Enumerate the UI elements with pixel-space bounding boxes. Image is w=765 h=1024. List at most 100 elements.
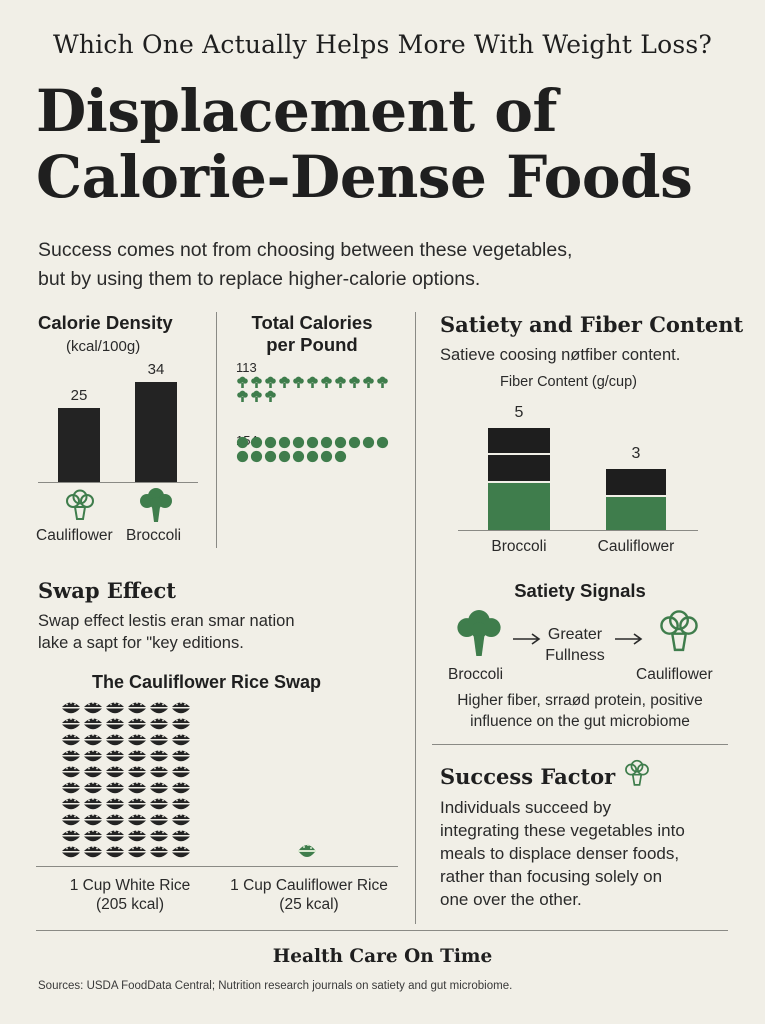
broccoli-icon xyxy=(306,450,319,463)
rice-bowl-icon xyxy=(82,764,104,780)
broccoli-icon xyxy=(136,486,176,524)
bar-cauliflower xyxy=(58,408,100,482)
broccoli-icon xyxy=(278,436,291,449)
rice-bowl-icon xyxy=(170,716,192,732)
rice-bowl-icon xyxy=(126,764,148,780)
calorie-density-baseline xyxy=(38,482,198,483)
broccoli-icon xyxy=(292,450,305,463)
white-rice-pictogram xyxy=(60,700,192,860)
fiber-bar-green-segment xyxy=(488,483,550,530)
satiety-note-line-2: influence on the gut microbiome xyxy=(470,713,690,730)
bar-broccoli xyxy=(135,382,177,482)
satiety-note: Higher fiber, srraød protein, positive i… xyxy=(432,690,728,732)
swap-effect-text: Swap effect lestis eran smar nation lake… xyxy=(38,610,295,654)
rice-bowl-icon xyxy=(60,700,82,716)
satiety-middle-line-1: Greater xyxy=(547,626,603,643)
bar-value-label: 25 xyxy=(70,387,88,404)
broccoli-icon xyxy=(264,436,277,449)
rice-bowl-icon xyxy=(104,748,126,764)
footer-brand: Health Care On Time xyxy=(272,946,493,967)
swap-effect-text-line-1: Swap effect lestis eran smar nation xyxy=(38,612,295,630)
cauliflower-icon xyxy=(236,376,249,389)
success-factor-line-1: Individuals succeed by xyxy=(440,798,612,817)
calorie-density-title: Calorie Density xyxy=(38,312,173,333)
success-factor-line-3: meals to displace denser foods, xyxy=(440,844,680,863)
rice-bowl-icon xyxy=(148,716,170,732)
broccoli-icon xyxy=(320,450,333,463)
rice-bowl-icon xyxy=(170,812,192,828)
rice-bowl-icon xyxy=(82,700,104,716)
rice-bowl-icon xyxy=(170,732,192,748)
rice-bowl-icon xyxy=(104,764,126,780)
rice-bowl-icon xyxy=(104,716,126,732)
success-factor-title: Success Factor xyxy=(440,764,616,789)
divider-4 xyxy=(36,866,398,867)
broccoli-icon xyxy=(264,450,277,463)
rice-bowl-icon xyxy=(170,844,192,860)
rice-bowl-icon xyxy=(60,748,82,764)
cauliflower-icon xyxy=(362,376,375,389)
fiber-baseline xyxy=(458,530,698,531)
satiety-left-label: Broccoli xyxy=(448,666,504,683)
bar-value-label: 34 xyxy=(147,361,165,378)
cauliflower-icon xyxy=(348,376,361,389)
rice-bowl-icon xyxy=(60,796,82,812)
cauliflower-icon xyxy=(264,390,277,403)
broccoli-icon xyxy=(348,436,361,449)
intro-line-1: Success comes not from choosing between … xyxy=(38,239,573,261)
broccoli-icon xyxy=(236,436,249,449)
cauliflower-pictogram xyxy=(236,376,389,403)
success-factor-line-4: rather than focusing solely on xyxy=(440,867,663,886)
rice-bowl-icon xyxy=(60,812,82,828)
rice-bowl-icon xyxy=(148,828,170,844)
cauliflower-icon xyxy=(278,376,291,389)
fiber-bar-broccoli xyxy=(488,428,550,481)
broccoli-icon xyxy=(320,436,333,449)
rice-bowl-icon xyxy=(126,844,148,860)
rice-bowl-icon xyxy=(82,732,104,748)
cauliflower-icon xyxy=(250,390,263,403)
fiber-bar-divider xyxy=(488,481,550,483)
rice-bowl-icon xyxy=(126,700,148,716)
satiety-note-line-1: Higher fiber, srraød protein, positive xyxy=(457,692,703,709)
broccoli-icon xyxy=(334,450,347,463)
satiety-middle-text: Greater Fullness xyxy=(540,624,610,666)
fiber-bar-green-segment xyxy=(606,497,666,530)
satiety-signals-title: Satiety Signals xyxy=(514,580,646,601)
rice-bowl-icon xyxy=(148,780,170,796)
rice-bowl-icon xyxy=(60,732,82,748)
rice-bowl-icon xyxy=(148,844,170,860)
cauliflower-rice-icon xyxy=(296,838,318,864)
rice-bowl-icon xyxy=(82,844,104,860)
total-calories-value-113: 113 xyxy=(236,360,257,375)
broccoli-icon xyxy=(236,450,249,463)
rice-bowl-icon xyxy=(126,732,148,748)
swap-effect-text-line-2: lake a sapt for "key editions. xyxy=(38,634,244,652)
rice-bowl-icon xyxy=(126,796,148,812)
divider-5 xyxy=(36,930,728,931)
rice-bowl-icon xyxy=(170,764,192,780)
rice-bowl-icon xyxy=(170,828,192,844)
rice-bowl-icon xyxy=(82,748,104,764)
intro-line-2: but by using them to replace higher-calo… xyxy=(38,268,481,290)
rice-bowl-icon xyxy=(82,796,104,812)
intro-text: Success comes not from choosing between … xyxy=(38,236,572,294)
total-calories-title-line-2: per Pound xyxy=(266,334,358,355)
total-calories-title-line-1: Total Calories xyxy=(251,312,373,333)
broccoli-icon xyxy=(306,436,319,449)
rice-bowl-icon xyxy=(126,780,148,796)
rice-bowl-icon xyxy=(82,780,104,796)
divider-1 xyxy=(216,312,217,548)
broccoli-icon xyxy=(334,436,347,449)
fiber-bar-label-cauliflower: Cauliflower xyxy=(597,538,675,555)
fiber-bar-value-label: 5 xyxy=(514,404,524,421)
total-calories-title: Total Calories per Pound xyxy=(222,312,402,356)
cauliflower-icon xyxy=(320,376,333,389)
rice-bowl-icon xyxy=(148,764,170,780)
kicker-heading: Which One Actually Helps More With Weigh… xyxy=(52,30,713,59)
rice-bowl-icon xyxy=(104,780,126,796)
rice-bowl-icon xyxy=(104,828,126,844)
swap-effect-title: Swap Effect xyxy=(38,578,176,603)
rice-swap-title: The Cauliflower Rice Swap xyxy=(92,672,322,692)
broccoli-icon xyxy=(376,436,389,449)
